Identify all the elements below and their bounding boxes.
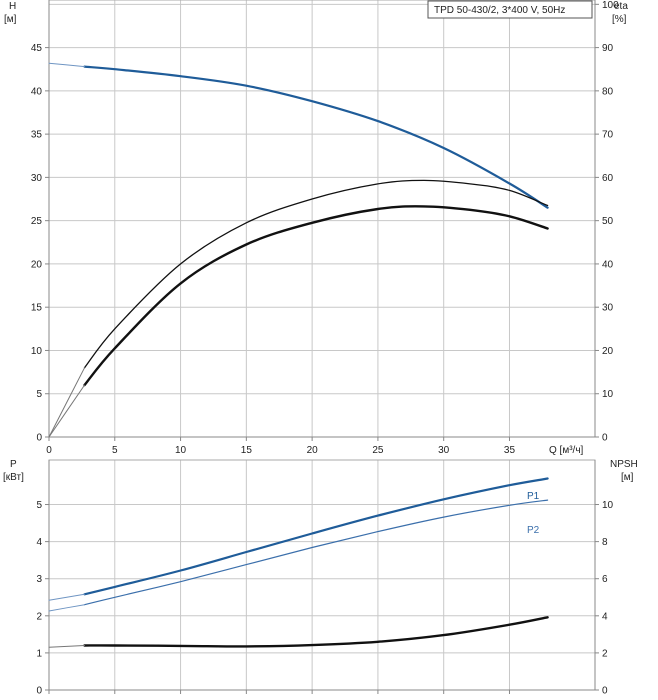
x-tick-label: 15 [241,445,253,456]
bottom-grid [49,460,595,690]
x-tick-label: 30 [438,445,450,456]
p1-series-label: P1 [527,491,540,502]
left-tick-label: 0 [36,686,42,697]
left-tick-label: 10 [31,346,43,357]
left-tick-label: 2 [36,611,42,622]
power-npsh-panel: 0 1 2 3 4 5 0 2 4 6 8 10 P [кВт] NPSH [м] P1 P2 [3,459,638,697]
head-extension-curve [48,62,85,68]
right-tick-label: 6 [602,574,608,585]
left-tick-label: 35 [31,130,43,141]
x-tick-label: 20 [307,445,319,456]
left-tick-label: 5 [36,389,42,400]
npsh-curve [83,616,549,648]
bottom-tick-labels: 0 1 2 3 4 5 0 2 4 6 8 10 [36,500,613,696]
right-tick-label: 4 [602,611,608,622]
left-tick-label: 5 [36,500,42,511]
p2-curve [83,499,549,606]
eta-lower-extension-curve [48,384,85,438]
right-tick-label: 2 [602,648,608,659]
chart-title-box: TPD 50-430/2, 3*400 V, 50Hz [427,0,593,19]
npsh-extension-curve [48,645,85,648]
right-tick-label: 8 [602,537,608,548]
x-tick-label: 0 [46,445,52,456]
p1-extension-curve [48,593,85,601]
eta-upper-extension-curve [48,367,85,438]
top-curves [48,62,549,438]
x-tick-label: 25 [372,445,384,456]
left-tick-label: 3 [36,574,42,585]
power-axis-unit: [кВт] [3,472,24,483]
x-tick-label: 10 [175,445,187,456]
power-axis-label: P [10,459,17,470]
flow-axis-label: Q [м³/ч] [549,445,584,456]
npsh-axis-unit: [м] [621,472,634,483]
left-tick-label: 4 [36,537,42,548]
right-tick-label: 60 [602,173,614,184]
top-grid [49,0,595,437]
right-tick-label: 80 [602,86,614,97]
eta-axis-unit: [%] [612,14,627,25]
top-plot-frame [48,0,596,438]
right-tick-label: 10 [602,500,614,511]
p2-extension-curve [48,604,85,612]
head-curve [83,65,549,209]
p2-series-label: P2 [527,525,540,536]
top-tick-labels: 0510152025303540450102030405060708090100… [31,0,619,456]
x-tick-label: 35 [504,445,516,456]
right-tick-label: 30 [602,303,614,314]
right-tick-label: 70 [602,130,614,141]
left-tick-label: 0 [36,433,42,444]
left-tick-label: 1 [36,648,42,659]
bottom-curves [48,477,549,648]
p1-curve [83,477,549,596]
right-tick-label: 0 [602,433,608,444]
top-axes [45,0,599,441]
left-tick-label: 30 [31,173,43,184]
bottom-plot-frame [48,459,596,691]
right-tick-label: 40 [602,259,614,270]
right-tick-label: 20 [602,346,614,357]
eta-lower-curve [83,205,549,387]
right-tick-label: 90 [602,43,614,54]
eta-axis-label: eta [614,1,628,12]
left-tick-label: 20 [31,259,43,270]
right-tick-label: 50 [602,216,614,227]
bottom-axes [45,460,599,694]
left-tick-label: 25 [31,216,43,227]
left-tick-label: 45 [31,43,43,54]
head-efficiency-panel: 0510152025303540450102030405060708090100… [4,0,628,456]
right-tick-label: 10 [602,389,614,400]
head-axis-unit: [м] [4,14,17,25]
x-tick-label: 5 [112,445,118,456]
chart-title: TPD 50-430/2, 3*400 V, 50Hz [434,5,565,16]
right-tick-label: 100 [602,0,619,11]
left-tick-label: 40 [31,86,43,97]
npsh-axis-label: NPSH [610,459,638,470]
right-tick-label: 0 [602,686,608,697]
head-axis-label: H [9,1,16,12]
left-tick-label: 15 [31,303,43,314]
eta-upper-curve [83,179,549,369]
